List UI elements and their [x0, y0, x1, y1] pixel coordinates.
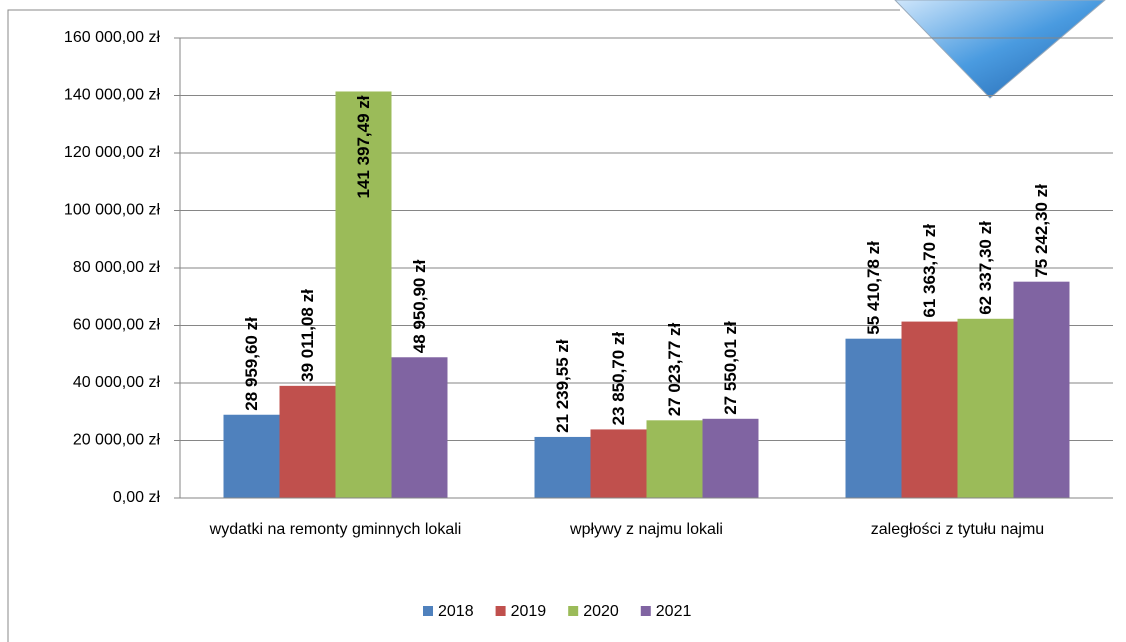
value-label: 48 950,90 zł	[410, 259, 429, 353]
legend-swatch	[495, 606, 506, 616]
legend-label: 2021	[656, 603, 692, 620]
value-label: 21 239,55 zł	[553, 339, 572, 433]
legend-swatch	[640, 606, 651, 616]
x-tick-label: wpływy z najmu lokali	[570, 521, 723, 538]
y-tick-label: 0,00 zł	[113, 489, 161, 506]
y-tick-label: 100 000,00 zł	[64, 202, 161, 219]
bar	[957, 318, 1014, 498]
value-label: 62 337,30 zł	[976, 221, 995, 315]
x-tick-label: wydatki na remonty gminnych lokali	[209, 521, 462, 538]
y-tick-label: 140 000,00 zł	[64, 87, 161, 104]
bar	[279, 385, 336, 498]
value-label: 28 959,60 zł	[242, 317, 261, 411]
value-label: 61 363,70 zł	[920, 224, 939, 318]
bar	[901, 321, 958, 498]
bar	[845, 338, 902, 498]
x-tick-label-box: wydatki na remonty gminnych lokali	[209, 521, 462, 538]
bar	[391, 357, 448, 498]
value-label: 27 023,77 zł	[665, 322, 684, 416]
bar	[646, 420, 703, 498]
bar	[1013, 281, 1070, 498]
legend-label: 2018	[438, 603, 474, 620]
x-tick-label-box: zaległości z tytułu najmu	[870, 521, 1045, 538]
value-label: 27 550,01 zł	[721, 321, 740, 415]
legend-swatch	[568, 606, 579, 616]
y-tick-label: 60 000,00 zł	[73, 317, 161, 334]
y-tick-label: 20 000,00 zł	[73, 432, 161, 449]
value-label: 39 011,08 zł	[298, 289, 317, 382]
legend-label: 2019	[511, 603, 547, 620]
bar	[702, 418, 759, 498]
y-tick-label: 160 000,00 zł	[64, 29, 161, 46]
frame	[7, 9, 900, 642]
legend-label: 2020	[583, 603, 619, 620]
bar	[223, 414, 280, 498]
y-tick-label: 120 000,00 zł	[64, 144, 161, 161]
value-label: 141 397,49 zł	[354, 95, 373, 198]
legend-swatch	[423, 606, 433, 616]
bar	[590, 429, 647, 498]
bar	[335, 91, 392, 499]
x-tick-label: zaległości z tytułu najmu	[870, 521, 1045, 538]
decoration	[894, 0, 1106, 99]
y-tick-label: 40 000,00 zł	[73, 374, 161, 391]
value-label: 75 242,30 zł	[1032, 184, 1051, 278]
value-label: 23 850,70 zł	[609, 332, 628, 426]
x-tick-label-box: wpływy z najmu lokali	[570, 521, 723, 538]
value-label: 55 410,78 zł	[864, 241, 883, 335]
bar	[534, 436, 591, 498]
y-tick-label: 80 000,00 zł	[73, 259, 161, 276]
